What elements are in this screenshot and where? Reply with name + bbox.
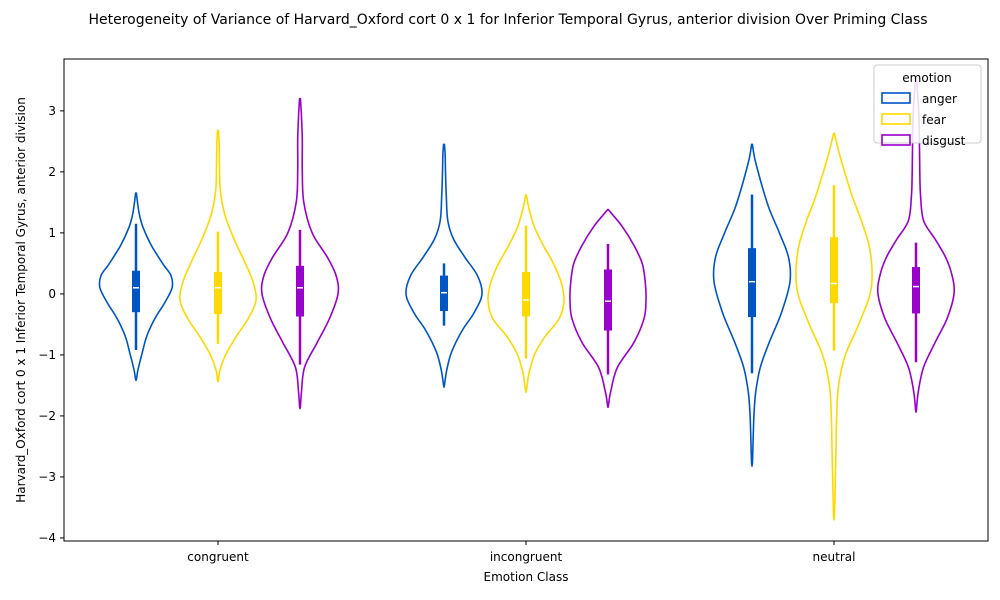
violin-iqr-box: [912, 267, 920, 314]
violin-outline: [98, 192, 174, 382]
violin-outline: [876, 76, 956, 413]
violins: [98, 76, 956, 521]
violin-incongruent-disgust: [569, 208, 647, 409]
legend-swatch: [881, 113, 911, 125]
violin-neutral-disgust: [876, 76, 956, 413]
violin-congruent-anger: [98, 192, 174, 382]
violin-outline: [569, 208, 647, 409]
violin-neutral-fear: [795, 132, 873, 521]
legend: emotion anger fear disgust: [873, 64, 982, 148]
violin-congruent-fear: [179, 129, 257, 383]
plot-area: congruent incongruent neutral −4 −3 −2 −1 0 1 2 3: [38, 58, 989, 564]
violin-outline: [179, 129, 257, 383]
legend-label: fear: [922, 113, 946, 127]
x-tick-label: congruent: [187, 550, 249, 564]
violin-outline: [260, 97, 340, 410]
legend-swatch: [881, 134, 911, 146]
violin-iqr-box: [132, 270, 140, 313]
y-tick-label: 3: [48, 104, 56, 118]
violin-outline: [487, 194, 565, 394]
chart-title: Heterogeneity of Variance of Harvard_Oxf…: [88, 12, 927, 28]
x-axis-ticks: congruent incongruent neutral: [187, 541, 855, 564]
legend-item-disgust: disgust: [881, 134, 966, 148]
violin-iqr-box: [214, 271, 222, 315]
y-tick-label: 0: [48, 287, 56, 301]
y-tick-label: −1: [38, 348, 56, 362]
legend-label: anger: [922, 92, 957, 106]
y-axis-label: Harvard_Oxford cort 0 x 1 Inferior Tempo…: [14, 97, 28, 503]
x-tick-label: incongruent: [490, 550, 563, 564]
violin-iqr-box: [522, 271, 530, 317]
violin-incongruent-fear: [487, 194, 565, 394]
y-tick-label: 2: [48, 165, 56, 179]
legend-swatch: [881, 92, 911, 104]
violin-iqr-box: [830, 237, 838, 304]
y-tick-label: −4: [38, 531, 56, 545]
legend-title: emotion: [902, 71, 951, 85]
y-tick-label: −3: [38, 470, 56, 484]
violin-iqr-box: [296, 265, 304, 317]
y-axis-ticks: −4 −3 −2 −1 0 1 2 3: [38, 104, 64, 545]
legend-items: anger fear disgust: [881, 92, 966, 148]
violin-incongruent-anger: [405, 143, 483, 389]
x-axis-label: Emotion Class: [484, 570, 569, 584]
violin-neutral-anger: [712, 143, 792, 468]
violin-outline: [712, 143, 792, 468]
legend-item-fear: fear: [881, 113, 946, 127]
legend-label: disgust: [922, 134, 966, 148]
x-tick-label: neutral: [813, 550, 856, 564]
y-tick-label: 1: [48, 226, 56, 240]
violin-iqr-box: [748, 248, 756, 318]
violin-iqr-box: [604, 269, 612, 331]
legend-item-anger: anger: [881, 92, 957, 106]
violin-outline: [795, 132, 873, 521]
y-tick-label: −2: [38, 409, 56, 423]
violin-congruent-disgust: [260, 97, 340, 410]
violin-outline: [405, 143, 483, 389]
